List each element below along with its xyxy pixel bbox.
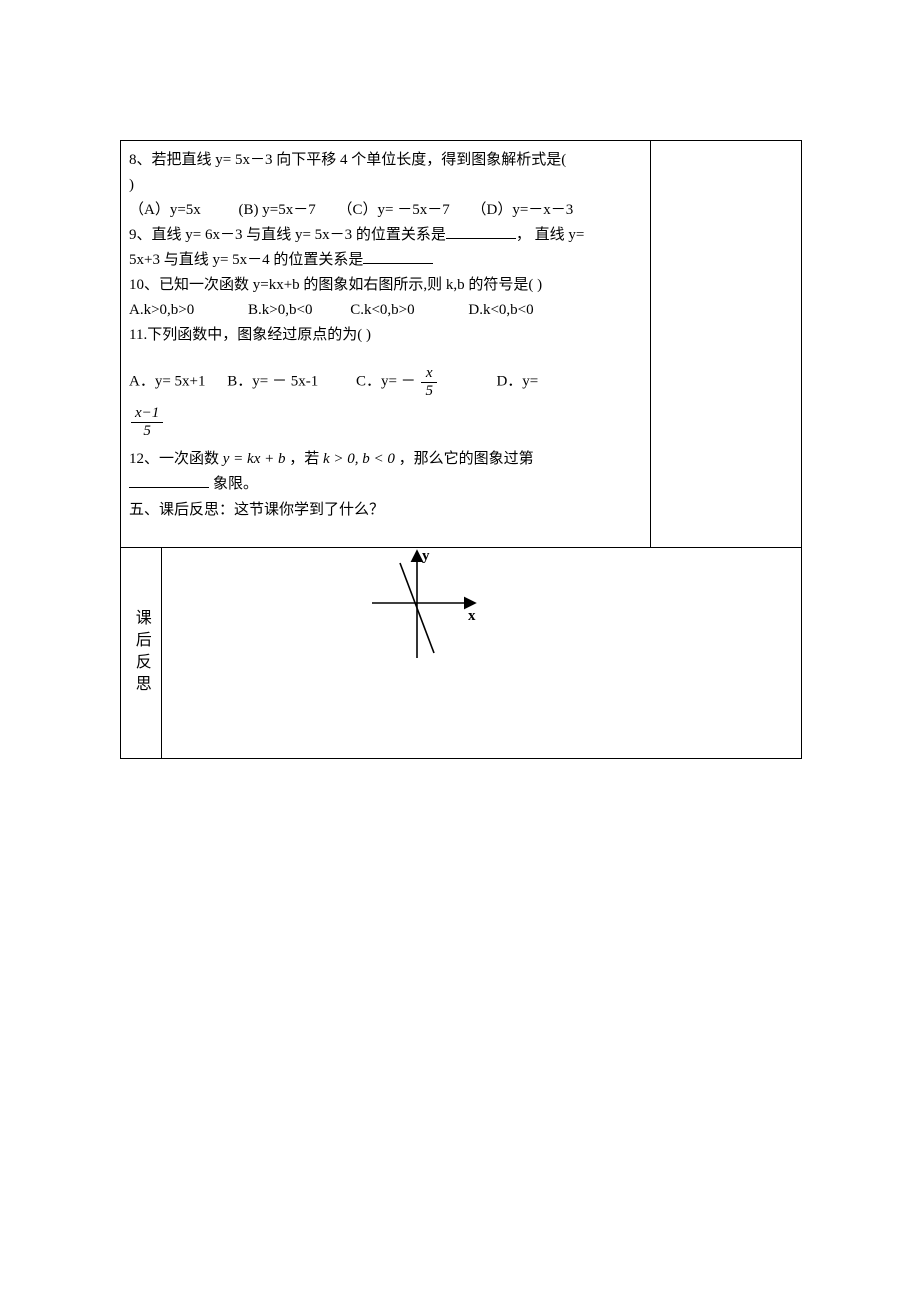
q10-options: A.k>0,b>0 B.k>0,b<0 C.k<0,b>0 D.k<0,b<0 [129,298,642,322]
coordinate-graph: y x [372,548,482,668]
q9-blank1[interactable] [446,223,516,239]
q9-blank2[interactable] [363,248,433,264]
q12-mid: ，若 [289,451,319,467]
q11-d-num: x−1 [131,405,163,422]
reflection-label-cell: 课后反思 [121,548,162,758]
section5: 五、课后反思：这节课你学到了什么？ [129,498,642,522]
q10-opt-a: A.k>0,b>0 [129,302,194,318]
graph-cell: y x [162,548,801,758]
q11-c-num: x [421,365,437,382]
q12-tail: ，那么它的图象过第 [399,451,534,467]
q9-part1b: ， 直线 y= [516,227,584,243]
y-axis-label: y [422,548,430,564]
q8-stem-line1: 8、若把直线 y= 5x－3 向下平移 4 个单位长度，得到图象解析式是( [129,148,642,172]
q11-c-den: 5 [421,382,437,400]
q12-blank[interactable] [129,472,209,488]
q11-options-line2: x−1 5 [129,405,642,439]
q8-stem-line2: ) [129,173,642,197]
q8-opt-c: （C）y= －5x－7 [338,202,450,218]
q12-tail2: 象限。 [213,476,258,492]
q11-d-den: 5 [131,422,163,440]
q12-line1: 12、一次函数 y = kx + b ，若 k > 0, b < 0 ，那么它的… [129,447,642,471]
worksheet-table: 8、若把直线 y= 5x－3 向下平移 4 个单位长度，得到图象解析式是( ) … [120,140,802,759]
q12-cond: k > 0, b < 0 [323,451,395,467]
q12-eq: y = kx + b [223,451,286,467]
q12-line2: 象限。 [129,472,642,496]
right-empty-cell [651,141,801,547]
q9-line1: 9、直线 y= 6x－3 与直线 y= 5x－3 的位置关系是 ， 直线 y= [129,223,642,247]
q11-opt-b: B．y= － 5x-1 [227,373,318,389]
q9-part1a: 9、直线 y= 6x－3 与直线 y= 5x－3 的位置关系是 [129,227,446,243]
q11-opt-c-frac: x 5 [421,365,437,399]
q11-opt-d-frac: x−1 5 [131,405,163,439]
reflection-label: 课后反思 [128,609,154,697]
questions-cell: 8、若把直线 y= 5x－3 向下平移 4 个单位长度，得到图象解析式是( ) … [121,141,651,547]
q8-opt-b: (B) y=5x－7 [239,202,316,218]
q11-opt-d-pre: D．y= [496,373,538,389]
q12-pre: 12、一次函数 [129,451,219,467]
q10-opt-b: B.k>0,b<0 [248,302,312,318]
q11-options-line1: A．y= 5x+1 B．y= － 5x-1 C．y= － x 5 D．y= [129,365,642,399]
q10-stem: 10、已知一次函数 y=kx+b 的图象如右图所示,则 k,b 的符号是( ) [129,273,642,297]
q10-opt-c: C.k<0,b>0 [350,302,414,318]
content-row: 8、若把直线 y= 5x－3 向下平移 4 个单位长度，得到图象解析式是( ) … [121,141,801,547]
q10-opt-d: D.k<0,b<0 [468,302,533,318]
q9-part2a: 5x+3 与直线 y= 5x－4 的位置关系是 [129,252,363,268]
q11-stem: 11.下列函数中，图象经过原点的为( ) [129,323,642,347]
x-axis-label: x [468,608,476,624]
q9-line2: 5x+3 与直线 y= 5x－4 的位置关系是 [129,248,642,272]
page: 8、若把直线 y= 5x－3 向下平移 4 个单位长度，得到图象解析式是( ) … [0,0,920,1302]
q8-options: （A）y=5x (B) y=5x－7 （C）y= －5x－7 （D）y=－x－3 [129,198,642,222]
q8-opt-a: （A）y=5x [129,202,201,218]
reflection-row: 课后反思 y x [121,547,801,758]
q8-opt-d: （D）y=－x－3 [471,202,573,218]
q11-opt-c-pre: C．y= － [356,373,416,389]
q11-opt-a: A．y= 5x+1 [129,373,206,389]
